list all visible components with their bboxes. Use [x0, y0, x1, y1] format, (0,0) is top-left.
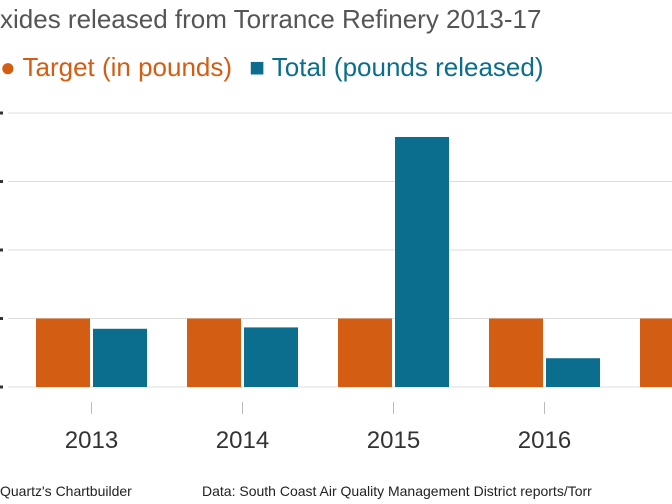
legend-target-marker: ●	[0, 52, 16, 82]
bar-chart-plot: 20132014201520162	[0, 111, 672, 454]
y-tick-0	[0, 385, 3, 389]
x-label-2015: 2015	[367, 427, 420, 454]
bar-target-2016	[489, 318, 543, 387]
bar-target-2014	[187, 318, 241, 387]
legend-total: ■ Total (pounds released)	[249, 52, 543, 83]
y-tick-4	[0, 111, 3, 115]
bar-target-2013	[36, 318, 90, 387]
legend-total-label: Total (pounds released)	[271, 52, 544, 82]
y-tick-3	[0, 180, 3, 183]
legend-total-marker: ■	[249, 52, 265, 82]
chart-legend: ● Target (in pounds) ■ Total (pounds rel…	[0, 52, 553, 83]
x-label-2013: 2013	[65, 427, 118, 454]
bar-target-2015	[338, 318, 392, 387]
bar-total-2015	[395, 136, 449, 387]
bar-total-2013	[93, 328, 147, 387]
bar-total-2014	[244, 327, 298, 387]
legend-target: ● Target (in pounds)	[0, 52, 232, 83]
chart-title: xides released from Torrance Refinery 20…	[0, 4, 542, 34]
bar-total-2016	[546, 358, 600, 387]
legend-target-label: Target (in pounds)	[22, 52, 233, 82]
x-label-2014: 2014	[216, 427, 269, 454]
y-tick-1	[0, 317, 3, 320]
x-label-2016: 2016	[518, 427, 571, 454]
credit-data-source: Data: South Coast Air Quality Management…	[202, 483, 592, 499]
credit-chartbuilder: Quartz's Chartbuilder	[0, 483, 132, 499]
y-tick-2	[0, 248, 3, 252]
bar-target-2	[640, 318, 672, 387]
